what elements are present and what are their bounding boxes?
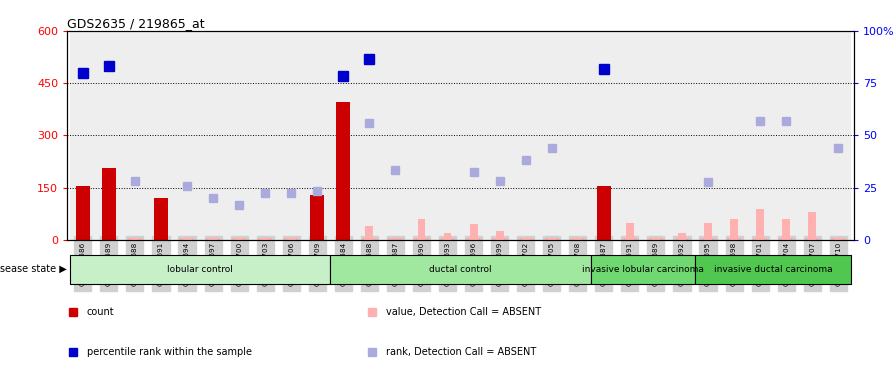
Text: GDS2635 / 219865_at: GDS2635 / 219865_at [67,17,205,30]
Text: ductal control: ductal control [429,265,492,274]
Text: disease state ▶: disease state ▶ [0,264,67,274]
Bar [487,31,513,240]
Bar [519,238,533,240]
Bar [258,238,272,240]
Bar [128,238,142,240]
Bar [383,31,409,240]
Bar [649,238,663,240]
Bar [756,209,764,240]
Text: count: count [87,307,115,317]
Bar [834,238,842,240]
Bar [284,238,298,240]
Text: rank, Detection Call = ABSENT: rank, Detection Call = ABSENT [386,347,536,358]
Bar [366,226,374,240]
Bar [75,186,90,240]
Bar [262,238,269,240]
Bar [357,31,383,240]
Bar [278,31,305,240]
Bar [825,31,851,240]
Bar [590,31,616,240]
Bar [704,223,712,240]
Text: invasive lobular carcinoma: invasive lobular carcinoma [582,265,704,274]
Bar [96,31,122,240]
Bar [252,31,278,240]
Bar [730,219,738,240]
Bar [305,31,331,240]
Bar [200,31,226,240]
Bar [70,255,331,285]
Bar [122,31,148,240]
Bar [209,238,217,240]
Bar [418,219,426,240]
Bar [521,238,530,240]
Bar [573,238,582,240]
Bar [235,238,243,240]
Bar [831,238,846,240]
Bar [180,238,194,240]
Bar [331,31,357,240]
Bar [495,231,504,240]
Bar [538,31,564,240]
Bar [470,224,478,240]
Bar [388,238,402,240]
Bar [310,195,324,240]
Bar [652,238,659,240]
Bar [467,238,481,240]
Bar [545,238,559,240]
Bar [513,31,538,240]
Bar [435,31,461,240]
Bar [590,255,695,285]
Bar [623,238,637,240]
Text: lobular control: lobular control [168,265,233,274]
Bar [695,31,721,240]
Bar [597,186,611,240]
Bar [154,198,168,240]
Bar [183,238,191,240]
Bar [808,212,816,240]
Bar [174,31,200,240]
Bar [336,102,350,240]
Bar [131,238,139,240]
Bar [678,233,686,240]
Bar [721,31,747,240]
Bar [571,238,585,240]
Bar [773,31,799,240]
Bar [547,238,556,240]
Bar [232,238,246,240]
Bar [444,233,452,240]
Text: percentile rank within the sample: percentile rank within the sample [87,347,252,358]
Bar [805,238,819,240]
Bar [226,31,252,240]
Bar [626,223,633,240]
Bar [616,31,643,240]
Bar [493,238,507,240]
Text: value, Detection Call = ABSENT: value, Detection Call = ABSENT [386,307,541,317]
Bar [695,255,851,285]
Bar [727,238,741,240]
Bar [148,31,174,240]
Bar [206,238,220,240]
Text: invasive ductal carcinoma: invasive ductal carcinoma [714,265,832,274]
Bar [669,31,695,240]
Bar [701,238,715,240]
Bar [414,238,428,240]
Bar [799,31,825,240]
Bar [440,238,454,240]
Bar [288,238,295,240]
Bar [362,238,376,240]
Bar [643,31,669,240]
Bar [753,238,767,240]
Bar [331,255,590,285]
Bar [564,31,590,240]
Bar [461,31,487,240]
Bar [102,169,116,240]
Bar [70,31,96,240]
Bar [779,238,793,240]
Bar [782,219,790,240]
Bar [747,31,773,240]
Bar [675,238,689,240]
Bar [409,31,435,240]
